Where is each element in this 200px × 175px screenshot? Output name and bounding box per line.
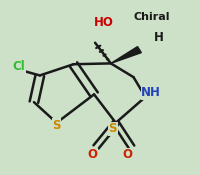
Text: S: S xyxy=(52,119,61,132)
Polygon shape xyxy=(111,47,141,63)
Text: H: H xyxy=(154,31,164,44)
Text: Cl: Cl xyxy=(13,60,26,73)
Text: Chiral: Chiral xyxy=(133,12,170,22)
Text: HO: HO xyxy=(94,16,114,29)
Text: O: O xyxy=(123,148,133,161)
Text: NH: NH xyxy=(141,86,161,99)
Text: S: S xyxy=(109,122,117,135)
Text: O: O xyxy=(87,148,97,161)
